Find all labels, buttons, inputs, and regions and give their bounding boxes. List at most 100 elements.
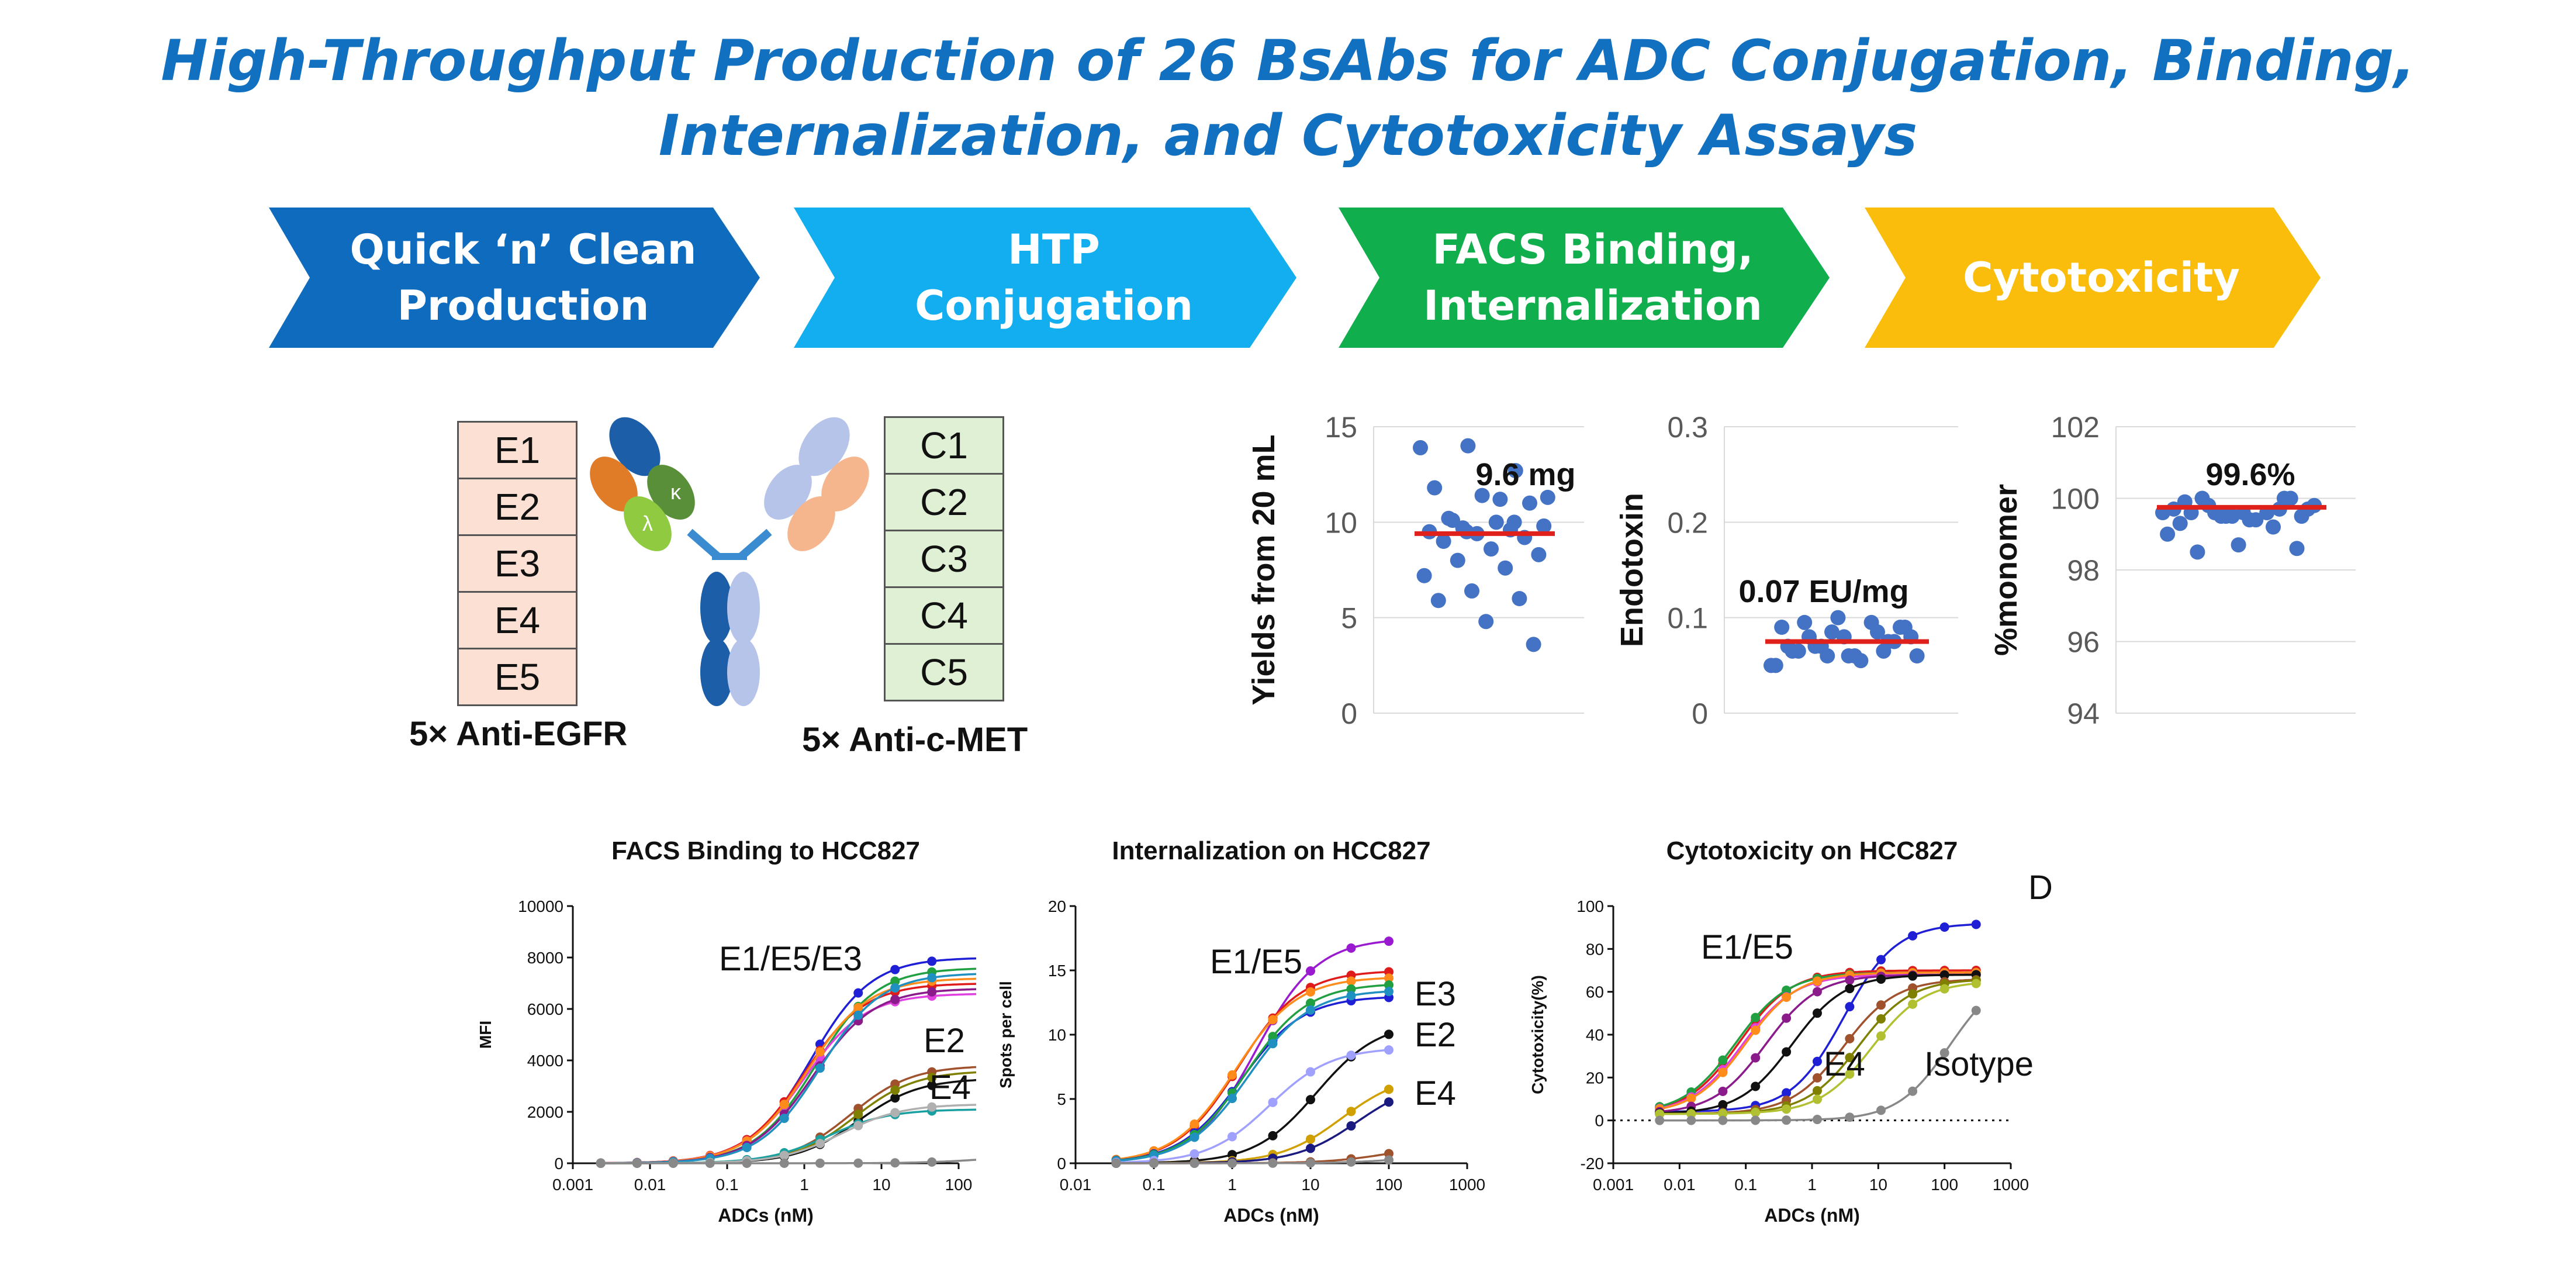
fit-curve [1116, 1049, 1389, 1164]
bispecific-antibody-illustration: λ κ [590, 417, 869, 706]
ch3-domain-right [727, 638, 760, 706]
data-point [632, 1158, 642, 1168]
data-point [668, 1158, 678, 1168]
x-tick-label: 100 [1375, 1176, 1403, 1194]
y-tick-label: 100 [1576, 897, 1604, 915]
data-point [1445, 513, 1460, 528]
fit-curve [600, 973, 976, 1164]
egfr-box-e3: E3 [457, 534, 578, 593]
fit-curve [1116, 977, 1389, 1161]
data-point [1531, 547, 1547, 562]
data-point [1536, 518, 1552, 534]
y-tick-label: 0.1 [1667, 602, 1708, 635]
data-point [1845, 1069, 1855, 1079]
data-point [1506, 514, 1522, 530]
y-tick-label: 96 [2067, 626, 2100, 659]
data-point [1824, 624, 1839, 640]
hinge [687, 528, 772, 560]
met-box-c5: C5 [884, 643, 1004, 701]
data-point [1845, 1034, 1855, 1043]
data-point [1190, 1132, 1199, 1142]
y-tick-label: 98 [2067, 554, 2100, 587]
data-point [1718, 1108, 1728, 1118]
y-axis-label: Endotoxin [1614, 493, 1650, 647]
data-point [1863, 614, 1879, 630]
data-point [1488, 514, 1504, 530]
vl-domain-left [590, 457, 638, 511]
data-point [927, 1073, 937, 1083]
data-point [1526, 637, 1541, 652]
y-tick-label: 94 [2067, 697, 2100, 730]
data-point [2190, 544, 2205, 560]
y-axis-label: Spots per cell [997, 981, 1015, 1088]
data-point [1971, 979, 1981, 988]
data-point [1268, 1015, 1278, 1025]
egfr-box-e2: E2 [457, 478, 578, 536]
data-point [1306, 966, 1315, 976]
fit-curve [600, 1159, 976, 1164]
y-tick-label: 20 [1048, 897, 1066, 915]
x-axis-label: ADCs (nM) [718, 1205, 814, 1226]
data-point [1464, 583, 1479, 599]
data-point [1876, 974, 1886, 984]
data-point [890, 994, 900, 1004]
y-axis-label: MFI [476, 1021, 495, 1049]
data-point [1768, 658, 1783, 673]
y-tick-label: 0 [1341, 697, 1357, 730]
met-caption: 5× Anti-c-MET [802, 721, 1028, 759]
ch3-domain-left [700, 638, 733, 706]
data-point [1686, 1109, 1696, 1119]
data-point [1430, 593, 1446, 609]
data-point [1384, 1097, 1394, 1107]
curve-annotation: E3 [1415, 975, 1456, 1013]
fit-curve [1116, 1159, 1389, 1164]
data-point [853, 988, 863, 998]
data-point [779, 1158, 789, 1168]
data-point [1782, 1088, 1792, 1098]
data-point [1268, 1032, 1278, 1042]
y-tick-label: 0 [1595, 1112, 1604, 1130]
yield-scatter-plot: 0 5 10 15 Yields from 20 mL 9.6 mg [1246, 411, 1584, 730]
monomer-scatter-plot: 94 96 98 100 102 %monomer 99.6% [1989, 411, 2356, 730]
data-point [1812, 987, 1822, 997]
data-point [2194, 490, 2210, 506]
data-point [1484, 541, 1499, 557]
data-point [1908, 931, 1918, 941]
x-axis-label: ADCs (nM) [1223, 1205, 1319, 1226]
y-tick-label: 0 [1057, 1155, 1066, 1173]
data-point [853, 1109, 863, 1119]
workflow-step-conjugation: HTP Conjugation [794, 208, 1296, 348]
met-box-c4: C4 [884, 586, 1004, 645]
lambda-label: λ [642, 511, 653, 535]
fit-curve [600, 957, 976, 1164]
data-point [853, 1010, 863, 1020]
chevron-shape [1339, 208, 1830, 348]
data-point [1751, 1053, 1761, 1063]
data-point [927, 1080, 937, 1090]
data-point [1939, 970, 1949, 980]
page-title-line-1: High-Throughput Production of 26 BsAbs f… [161, 28, 2415, 94]
y-tick-label: 6000 [527, 1000, 563, 1018]
data-point [1268, 1039, 1278, 1049]
x-tick-label: 0.1 [1143, 1176, 1166, 1194]
egfr-box-e1: E1 [457, 421, 578, 479]
data-point [1751, 1081, 1761, 1091]
hinge-bridge [712, 553, 747, 560]
data-point [1512, 591, 1527, 606]
y-tick-label: 10 [1325, 506, 1357, 539]
data-point [1478, 614, 1494, 630]
y-tick-label: 102 [2051, 411, 2100, 444]
data-point [1306, 1143, 1315, 1153]
data-point [1346, 984, 1356, 994]
data-point [1384, 1029, 1394, 1039]
workflow-step-production: Quick ‘n’ Clean Production [269, 208, 760, 348]
x-tick-label: 1 [800, 1176, 809, 1194]
workflow-step-label: HTP Conjugation [915, 226, 1193, 330]
data-point [890, 1108, 900, 1118]
data-point [1306, 1005, 1315, 1015]
y-axis-label: %monomer [1989, 484, 2024, 656]
data-point [927, 973, 937, 983]
data-point [1845, 1053, 1855, 1063]
data-point [1268, 1097, 1278, 1107]
workflow-step-label: Cytotoxicity [1963, 254, 2240, 302]
